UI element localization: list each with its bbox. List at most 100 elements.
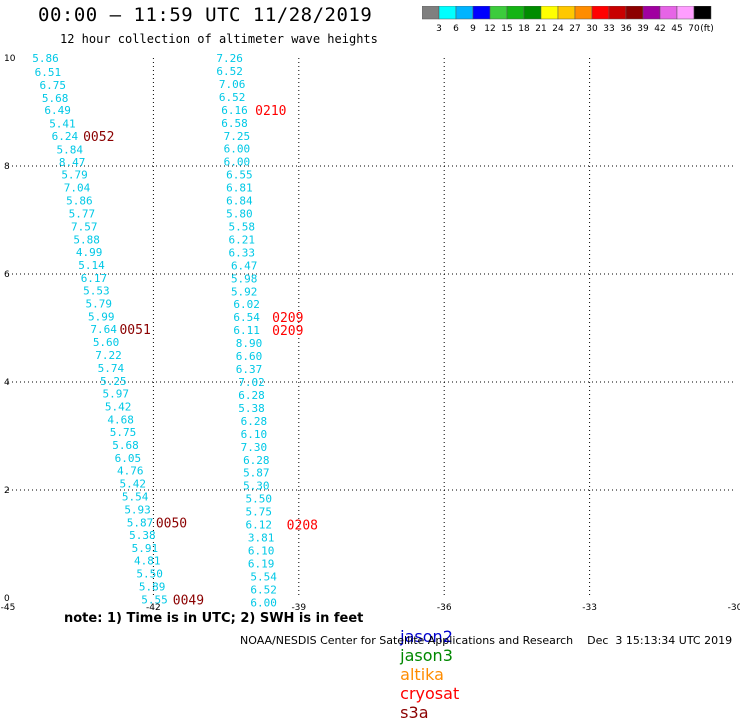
x-tick-label: -45: [1, 603, 16, 610]
wave-height-value: 5.97: [103, 387, 130, 400]
wave-height-value: 5.99: [88, 311, 115, 324]
wave-height-value: 5.93: [124, 503, 151, 516]
wave-height-value: 5.88: [73, 233, 100, 246]
pass-time-label: 0209: [272, 311, 303, 326]
y-tick-label: 2: [4, 486, 10, 496]
wave-height-value: 6.28: [243, 454, 270, 467]
wave-height-value: 5.77: [69, 208, 96, 221]
wave-height-value: 6.47: [231, 259, 257, 272]
wave-height-value: 6.58: [221, 117, 248, 130]
wave-height-value: 7.30: [241, 441, 268, 454]
colorbar-tick-label: 21: [535, 24, 546, 34]
wave-height-value: 7.26: [216, 52, 243, 65]
wave-height-value: 6.10: [241, 428, 268, 441]
wave-height-value: 5.75: [245, 506, 272, 519]
wave-height-value: 4.99: [76, 246, 103, 259]
wave-height-value: 5.60: [93, 336, 120, 349]
wave-height-value: 5.54: [122, 490, 149, 503]
wave-height-value: 7.64: [90, 323, 117, 336]
wave-height-value: 5.25: [100, 375, 127, 388]
wave-height-value: 6.00: [250, 596, 276, 609]
y-tick-label: 8: [4, 162, 10, 172]
colorbar-tick-label: 39: [637, 24, 649, 34]
wave-height-value: 5.68: [112, 439, 139, 452]
wave-height-value: 6.24: [52, 130, 79, 143]
wave-height-value: 4.68: [107, 413, 133, 426]
page-subtitle: 12 hour collection of altimeter wave hei…: [60, 32, 378, 46]
x-tick-label: -33: [582, 603, 597, 610]
wave-height-value: 5.54: [250, 570, 277, 583]
pass-time-label: 0050: [156, 516, 187, 531]
pass-time-label: 0208: [287, 519, 318, 534]
colorbar-tick-label: 42: [654, 24, 665, 34]
note-text: note: 1) Time is in UTC; 2) SWH is in fe…: [64, 611, 364, 626]
wave-height-value: 6.17: [81, 272, 108, 285]
wave-height-value: 6.52: [250, 583, 276, 596]
wave-height-value: 7.22: [95, 349, 122, 362]
wave-height-value: 6.21: [229, 233, 256, 246]
wave-height-value: 5.38: [238, 402, 265, 415]
wave-height-value: 8.47: [59, 156, 86, 169]
wave-height-value: 5.79: [61, 169, 88, 182]
wave-height-value: 4.81: [134, 555, 161, 568]
y-tick-label: 6: [4, 270, 10, 280]
colorbar-tick-label: 27: [569, 24, 580, 34]
y-tick-label: 0: [4, 594, 10, 604]
y-tick-label: 4: [4, 378, 10, 388]
wave-height-value: 7.25: [224, 130, 251, 143]
wave-height-value: 6.05: [115, 452, 142, 465]
wave-height-value: 6.52: [216, 65, 243, 78]
wave-height-value: 6.11: [233, 324, 260, 337]
satellite-legend-altika: altika: [400, 665, 444, 684]
pass-time-label: 0210: [255, 104, 286, 119]
pass-time-label: 0207: [296, 609, 327, 610]
colorbar-tick-label: 3: [436, 24, 442, 34]
wave-height-value: 6.52: [219, 91, 246, 104]
wave-height-value: 4.76: [117, 465, 144, 478]
wave-height-value: 6.84: [226, 195, 253, 208]
wave-height-value: 6.55: [226, 169, 253, 182]
wave-height-value: 5.41: [49, 117, 76, 130]
colorbar-tick-label: 30: [586, 24, 598, 34]
wave-height-value: 5.50: [136, 568, 163, 581]
wave-height-value: 5.79: [86, 298, 113, 311]
satellite-legend-jason2: jason2: [400, 627, 453, 646]
wave-height-value: 7.57: [71, 220, 98, 233]
satellite-legend-cryosat: cryosat: [400, 684, 460, 703]
colorbar-tick-label: 15: [501, 24, 512, 34]
wave-height-value: 6.00: [224, 143, 251, 156]
wave-height-value: 5.98: [231, 272, 257, 285]
wave-height-value: 5.50: [245, 493, 272, 506]
x-tick-label: -36: [437, 603, 452, 610]
wave-height-value: 5.84: [56, 143, 83, 156]
page-title: 00:00 – 11:59 UTC 11/28/2019: [38, 4, 373, 26]
wave-height-value: 5.86: [32, 52, 59, 65]
wave-height-value: 5.55: [141, 594, 168, 607]
pass-time-label: 0049: [173, 594, 204, 609]
wave-height-value: 6.28: [238, 389, 265, 402]
wave-height-value: 5.91: [132, 542, 159, 555]
satellite-legend: jason2 jason3 altika cryosat s3a: [390, 608, 469, 722]
colorbar-tick-label: 36: [620, 24, 632, 34]
colorbar-swatch: [693, 6, 712, 20]
wave-height-value: 6.19: [248, 557, 275, 570]
wave-height-value: 6.81: [226, 182, 253, 195]
wave-height-value: 5.92: [231, 285, 257, 298]
colorbar-tick-label: 45: [671, 24, 682, 34]
wave-height-value: 5.89: [139, 581, 166, 594]
wave-height-value: 6.00: [224, 156, 251, 169]
colorbar-tick-label: 12: [484, 24, 495, 34]
wave-height-value: 6.33: [229, 246, 256, 259]
wave-height-value: 5.42: [119, 478, 145, 491]
footer-credit: NOAA/NESDIS Center for Satellite Applica…: [240, 634, 733, 647]
wave-height-value: 6.37: [236, 363, 263, 376]
wave-height-value: 6.49: [44, 104, 71, 117]
wave-height-value: 5.68: [42, 92, 69, 105]
wave-height-value: 7.02: [238, 376, 265, 389]
pass-time-label: 0209: [272, 324, 303, 339]
wave-height-value: 6.28: [241, 415, 268, 428]
colorbar-tick-label: 33: [603, 24, 614, 34]
colorbar-tick-label: 9: [470, 24, 476, 34]
colorbar-tick-label: 18: [518, 24, 530, 34]
